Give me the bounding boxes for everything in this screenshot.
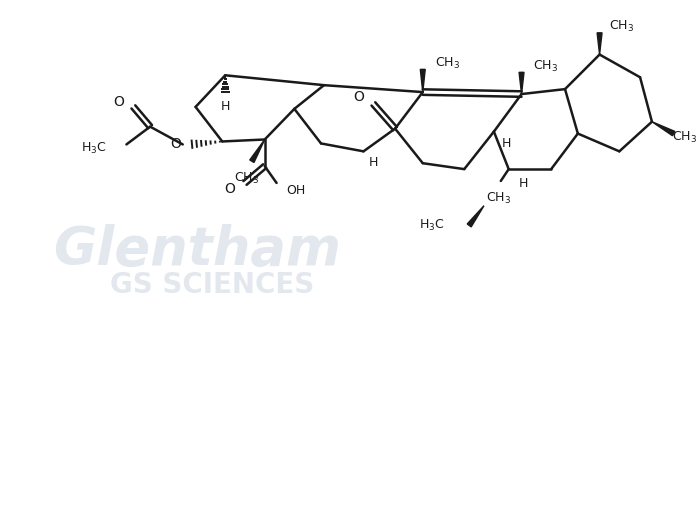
Text: H: H (368, 157, 378, 170)
Text: H: H (502, 137, 511, 150)
Text: O: O (225, 182, 235, 196)
Text: O: O (353, 90, 364, 104)
Text: Glentham: Glentham (54, 224, 342, 276)
Text: H: H (221, 100, 230, 113)
Text: H$_3$C: H$_3$C (419, 218, 445, 233)
Polygon shape (652, 122, 675, 136)
Text: O: O (171, 137, 181, 151)
Text: GS SCIENCES: GS SCIENCES (110, 271, 315, 298)
Polygon shape (519, 72, 524, 94)
Text: CH$_3$: CH$_3$ (434, 56, 460, 71)
Polygon shape (420, 69, 425, 92)
Polygon shape (467, 206, 484, 227)
Text: CH$_3$: CH$_3$ (487, 191, 512, 206)
Text: H$_3$C: H$_3$C (81, 141, 106, 156)
Text: CH$_3$: CH$_3$ (672, 130, 696, 145)
Text: H: H (519, 177, 528, 190)
Text: CH$_3$: CH$_3$ (610, 19, 635, 34)
Text: O: O (113, 95, 124, 109)
Polygon shape (597, 33, 602, 55)
Text: OH: OH (287, 185, 306, 198)
Text: CH$_3$: CH$_3$ (533, 59, 558, 74)
Polygon shape (250, 139, 264, 162)
Text: CH$_3$: CH$_3$ (235, 171, 260, 186)
